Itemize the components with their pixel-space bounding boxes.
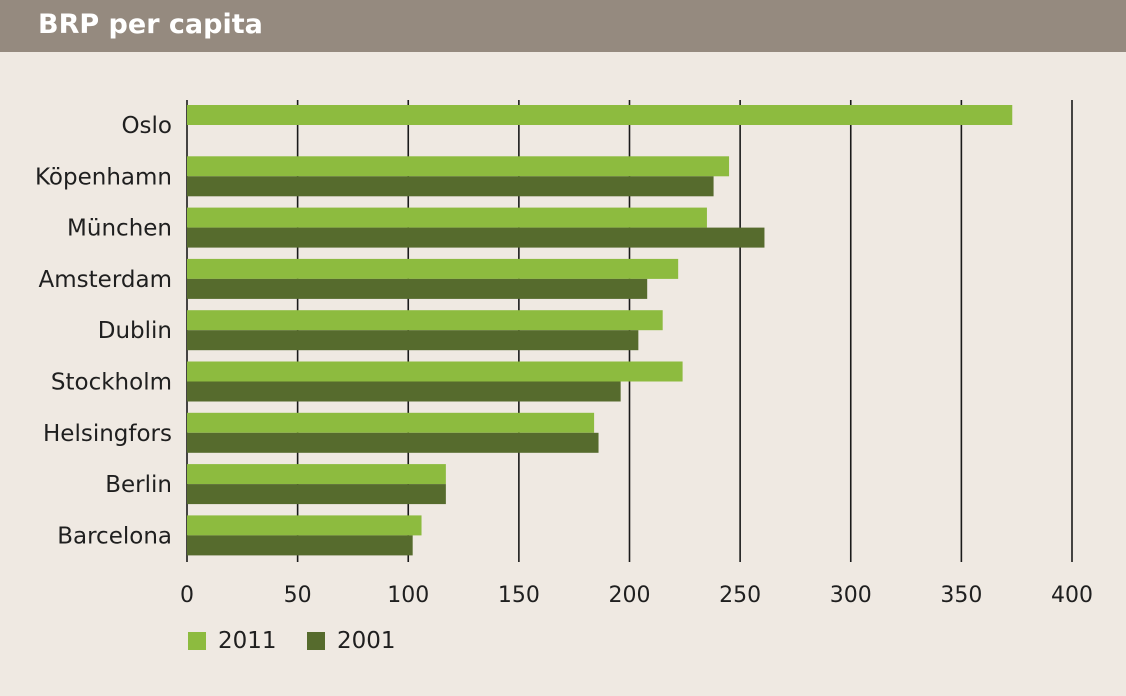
bar-2011 (187, 207, 707, 228)
x-tick-label: 150 (498, 583, 540, 608)
category-labels: Oslo Köpenhamn München Amsterdam Dublin Stock… (35, 113, 172, 549)
x-tick-label: 0 (180, 583, 194, 608)
bar-2001 (187, 330, 639, 351)
legend-item-2011: 2011 (188, 628, 277, 654)
bar-2001 (187, 176, 714, 197)
chart-header: BRP per capita (0, 0, 1126, 52)
legend-label-2001: 2001 (337, 628, 396, 654)
bar-2011 (187, 464, 446, 485)
x-tick-label: 50 (284, 583, 312, 608)
x-tick-label: 250 (719, 583, 761, 608)
bar-2001 (187, 227, 765, 248)
category-label: Barcelona (57, 523, 172, 549)
bar-chart: Oslo Köpenhamn München Amsterdam Dublin Stock… (35, 100, 1093, 608)
legend-swatch-2011 (188, 632, 206, 650)
bar-2001 (187, 432, 599, 453)
legend-item-2001: 2001 (307, 628, 396, 654)
bar-2011 (187, 515, 422, 536)
x-tick-label: 300 (830, 583, 872, 608)
bars (187, 105, 1013, 556)
category-label: Oslo (121, 113, 172, 139)
category-label: Stockholm (51, 370, 172, 396)
bar-2011 (187, 361, 683, 382)
category-label: München (67, 216, 172, 242)
bar-2011 (187, 105, 1013, 125)
bar-2011 (187, 310, 663, 331)
bar-2001 (187, 535, 413, 556)
bar-2001 (187, 484, 446, 505)
bar-2001 (187, 278, 648, 299)
bar-2011 (187, 156, 730, 177)
bar-2011 (187, 412, 595, 433)
legend-label-2011: 2011 (218, 628, 277, 654)
x-tick-labels: 0 50 100 150 200 250 300 350 400 (180, 583, 1093, 608)
category-label: Amsterdam (39, 267, 172, 293)
category-label: Helsingfors (43, 421, 172, 447)
bar-2001 (187, 381, 621, 402)
category-label: Berlin (105, 472, 172, 498)
legend-swatch-2001 (307, 632, 325, 650)
x-tick-label: 100 (387, 583, 429, 608)
bar-2011 (187, 258, 679, 279)
x-tick-label: 400 (1051, 583, 1093, 608)
chart-title: BRP per capita (38, 9, 263, 40)
category-label: Dublin (98, 318, 172, 344)
x-tick-label: 200 (609, 583, 651, 608)
category-label: Köpenhamn (35, 164, 172, 190)
x-tick-label: 350 (940, 583, 982, 608)
